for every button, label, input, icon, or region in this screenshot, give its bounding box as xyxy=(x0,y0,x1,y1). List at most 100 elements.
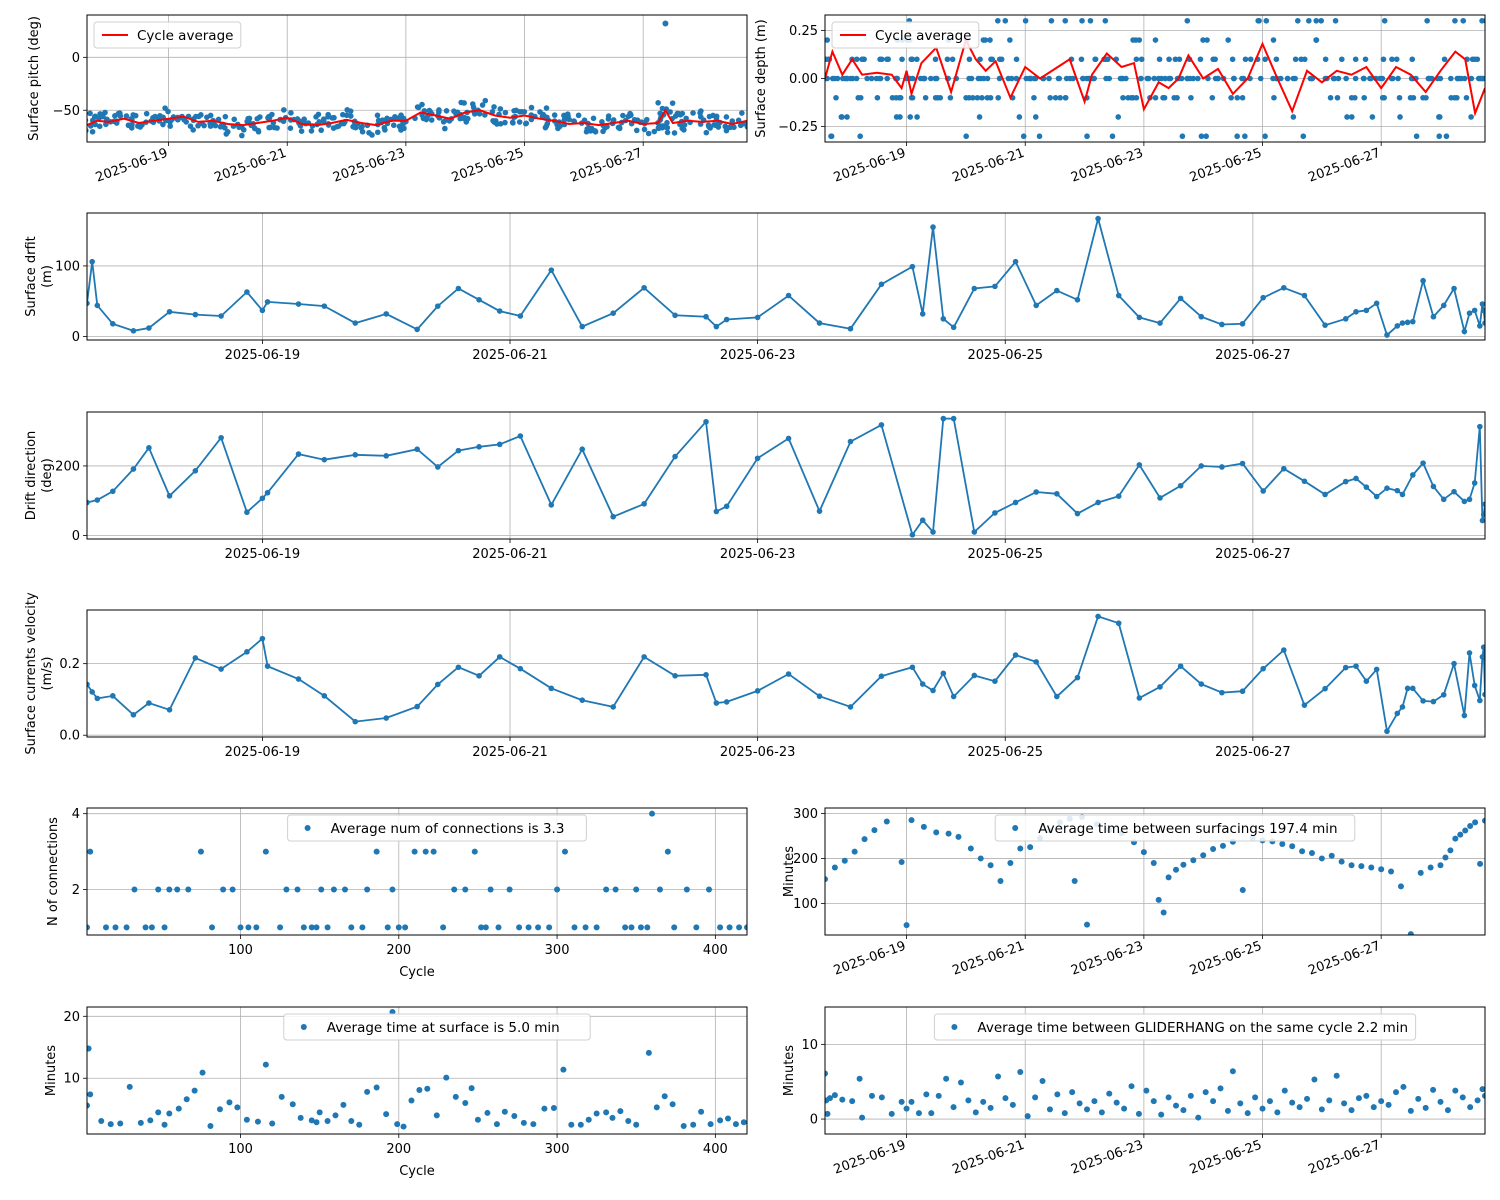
data-point xyxy=(267,124,274,131)
data-point xyxy=(525,924,532,931)
data-point xyxy=(680,1122,687,1129)
data-point xyxy=(130,466,137,472)
data-point xyxy=(87,848,94,855)
data-point xyxy=(1067,75,1073,82)
data-point xyxy=(87,681,90,688)
data-point xyxy=(1318,1106,1325,1113)
data-point xyxy=(1020,133,1027,140)
data-point xyxy=(697,110,703,116)
data-point xyxy=(352,320,359,326)
data-point xyxy=(229,886,236,893)
data-point xyxy=(269,1120,276,1127)
data-point xyxy=(520,1119,527,1126)
data-point xyxy=(604,123,610,130)
data-point xyxy=(1462,827,1469,834)
data-point xyxy=(995,17,1001,24)
data-point xyxy=(860,56,866,63)
data-point xyxy=(1482,18,1485,24)
data-point xyxy=(123,924,130,931)
data-point xyxy=(1155,75,1162,82)
data-point xyxy=(1177,663,1184,669)
data-point xyxy=(395,924,402,931)
data-point xyxy=(693,924,700,931)
data-point xyxy=(1399,320,1406,326)
data-point xyxy=(919,517,926,524)
data-point xyxy=(126,1083,133,1090)
data-point xyxy=(945,830,952,837)
data-point xyxy=(710,112,716,119)
data-point xyxy=(1209,94,1216,101)
data-point xyxy=(633,1121,640,1128)
data-point xyxy=(1225,37,1231,43)
legend-box xyxy=(287,814,587,842)
data-point xyxy=(433,1112,440,1119)
data-point xyxy=(1008,75,1015,82)
data-point xyxy=(649,810,656,817)
data-point xyxy=(460,115,467,122)
data-point xyxy=(1380,56,1387,63)
data-point xyxy=(1198,681,1205,687)
data-point xyxy=(1239,886,1246,893)
data-point xyxy=(161,1121,168,1128)
data-point xyxy=(1394,323,1401,329)
data-point xyxy=(1466,650,1473,656)
data-point xyxy=(920,75,927,82)
data-point xyxy=(706,886,713,893)
data-point xyxy=(703,418,709,425)
data-point xyxy=(414,326,420,333)
data-point xyxy=(876,75,883,82)
data-point xyxy=(358,124,364,131)
data-point xyxy=(1448,75,1454,82)
data-point xyxy=(575,112,582,119)
data-point xyxy=(1056,75,1063,82)
data-point xyxy=(1420,277,1426,284)
data-point xyxy=(1047,94,1053,101)
data-point xyxy=(1219,464,1225,470)
data-point xyxy=(1177,482,1184,489)
x-tick-label: 2025-06-27 xyxy=(1215,745,1291,760)
data-point xyxy=(1417,869,1424,876)
data-point xyxy=(1341,1100,1348,1107)
data-point xyxy=(909,263,916,270)
data-point xyxy=(1409,472,1416,478)
data-point xyxy=(617,1108,624,1115)
data-point xyxy=(220,886,227,893)
data-point xyxy=(1092,56,1099,63)
axes-frame xyxy=(824,807,1486,936)
data-point xyxy=(123,113,130,119)
data-point xyxy=(262,848,269,855)
data-point xyxy=(898,1098,905,1105)
data-point xyxy=(440,924,447,931)
data-point xyxy=(620,112,626,119)
data-point xyxy=(1200,37,1206,43)
data-point xyxy=(321,456,328,463)
data-point xyxy=(471,848,478,855)
data-point xyxy=(868,75,875,82)
data-point xyxy=(878,1094,885,1101)
data-point xyxy=(218,434,224,441)
data-point xyxy=(316,1109,323,1116)
data-point xyxy=(245,924,252,931)
data-point xyxy=(1451,660,1457,667)
data-point xyxy=(744,924,747,931)
legend-label: Average time between GLIDERHANG on the s… xyxy=(977,1020,1408,1036)
x-tick-label: 2025-06-23 xyxy=(1069,939,1145,979)
x-tick-label: 100 xyxy=(228,943,253,958)
data-point xyxy=(364,1088,371,1095)
axes-frame xyxy=(86,807,748,936)
data-point xyxy=(713,700,720,706)
data-point xyxy=(1393,56,1400,63)
data-point xyxy=(955,833,962,840)
data-point xyxy=(1157,320,1163,326)
data-point xyxy=(1388,75,1395,82)
data-point xyxy=(888,1110,895,1117)
x-tick-label: 2025-06-27 xyxy=(1306,939,1382,979)
data-point xyxy=(1378,866,1385,873)
data-point xyxy=(474,1116,481,1123)
data-point xyxy=(478,924,485,931)
data-point xyxy=(831,864,838,871)
data-point xyxy=(541,1105,548,1112)
data-point xyxy=(146,325,152,331)
data-point xyxy=(462,886,469,893)
data-point xyxy=(979,94,985,101)
